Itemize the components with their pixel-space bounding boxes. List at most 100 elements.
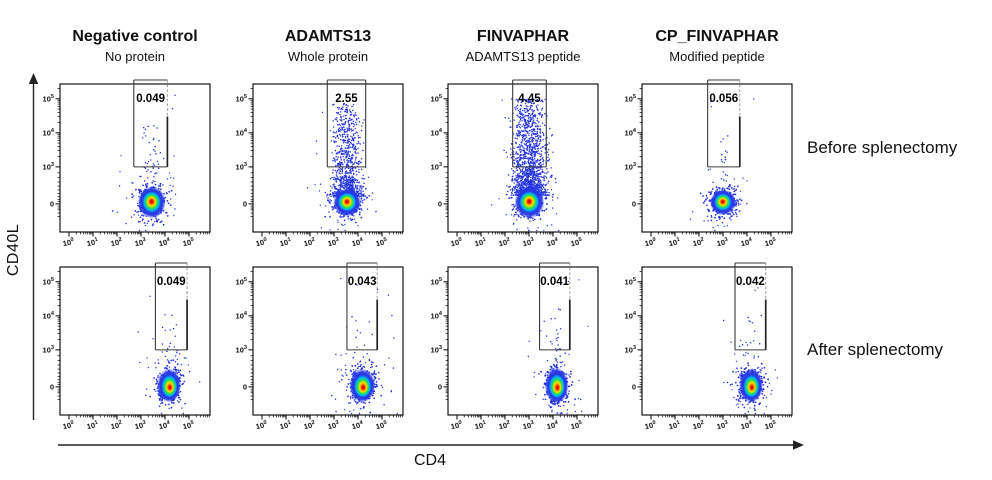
density-core (514, 186, 545, 219)
tick-label: 104 (431, 311, 443, 320)
gate-region (539, 262, 571, 351)
column-title: CP_FINVAPHAR (655, 28, 779, 45)
tick-label: 101 (279, 420, 292, 431)
flow-plot-r1-c0: 105 104 103 0 100 101 102 103 104 105 0.049 (43, 262, 211, 432)
tick-label: 101 (86, 420, 99, 431)
tick-label: 104 (740, 420, 754, 432)
column-subtitle: Whole protein (287, 49, 369, 64)
tick-label: 105 (375, 237, 388, 248)
y-axis-label: CD40L (5, 223, 22, 277)
tick-label: 102 (110, 237, 123, 248)
density-core (333, 188, 362, 217)
tick-label: 105 (625, 277, 636, 286)
gate-percentage: 0.049 (157, 276, 186, 288)
column-header-adamts13: ADAMTS13 Whole protein (230, 27, 426, 64)
plot-frame (252, 83, 404, 233)
tick-label: 102 (692, 237, 705, 248)
tick-label: 0 (50, 199, 54, 208)
flow-plot-r0-c0: 105 104 103 0 100 101 102 103 104 105 0.049 (43, 79, 211, 249)
tick-label: 104 (351, 237, 365, 249)
tick-label: 104 (625, 311, 637, 320)
tick-label: 103 (522, 237, 535, 248)
tick-label: 105 (375, 420, 388, 431)
tick-label: 104 (158, 420, 172, 432)
density-core (137, 186, 166, 219)
flow-plot-r1-c2: 105 104 103 0 100 101 102 103 104 105 0.041 (431, 262, 599, 431)
gate-percentage: 4.45 (518, 93, 541, 105)
tick-label: 101 (279, 237, 292, 248)
tick-label: 104 (431, 128, 443, 137)
tick-label: 104 (43, 128, 55, 137)
tick-label: 0 (632, 199, 636, 208)
gate-percentage: 2.55 (335, 93, 358, 105)
density-core (739, 368, 764, 403)
tick-label: 102 (110, 420, 123, 431)
plot-frame (252, 266, 404, 416)
tick-label: 100 (255, 237, 268, 248)
gate-region (326, 79, 367, 168)
tick-label: 105 (182, 237, 195, 248)
tick-label: 103 (327, 420, 340, 431)
tick-label: 105 (431, 277, 442, 286)
tick-label: 101 (668, 420, 681, 431)
tick-label: 103 (236, 345, 247, 354)
flow-plot-r0-c2: 105 104 103 0 100 101 102 103 104 105 4.45 (431, 79, 599, 249)
tick-label: 104 (351, 420, 365, 432)
tick-label: 102 (498, 237, 511, 248)
tick-label: 105 (764, 420, 777, 431)
tick-label: 101 (668, 237, 681, 248)
tick-label: 102 (498, 420, 511, 431)
tick-label: 0 (50, 382, 54, 391)
tick-label: 0 (243, 382, 247, 391)
tick-label: 105 (431, 94, 442, 103)
tick-label: 105 (236, 277, 247, 286)
gate-region (707, 79, 741, 168)
gate-region (734, 262, 767, 351)
tick-label: 103 (43, 345, 54, 354)
tick-label: 104 (236, 311, 248, 320)
tick-label: 101 (86, 237, 99, 248)
tick-label: 101 (474, 237, 487, 248)
tick-label: 103 (134, 420, 147, 431)
tick-label: 0 (438, 199, 442, 208)
plot-frame (447, 266, 599, 416)
gate-percentage: 0.043 (348, 276, 377, 288)
x-axis-label: CD4 (413, 452, 446, 469)
density-core (157, 368, 182, 403)
flow-plot-r1-c3: 105 104 103 0 100 101 102 103 104 105 0.042 (625, 262, 793, 432)
tick-label: 0 (438, 382, 442, 391)
tick-label: 101 (474, 420, 487, 431)
tick-label: 104 (158, 237, 172, 249)
column-title: FINVAPHAR (476, 28, 570, 45)
tick-label: 0 (243, 199, 247, 208)
tick-label: 105 (570, 237, 583, 248)
tick-label: 105 (625, 94, 636, 103)
tick-label: 100 (450, 237, 463, 248)
column-header-negative-control: Negative control No protein (37, 27, 233, 64)
tick-label: 100 (450, 420, 463, 431)
x-axis-arrow (58, 440, 804, 450)
gate-region (154, 262, 188, 351)
tick-label: 103 (716, 420, 729, 431)
density-core (710, 189, 736, 216)
tick-label: 103 (327, 237, 340, 248)
tick-label: 103 (43, 162, 54, 171)
gate-percentage: 0.041 (540, 276, 569, 288)
plot-frame (59, 266, 211, 416)
gate-percentage: 0.042 (736, 276, 765, 288)
tick-label: 103 (134, 237, 147, 248)
gate-region (512, 79, 547, 168)
tick-label: 105 (43, 277, 54, 286)
tick-label: 103 (236, 162, 247, 171)
tick-label: 105 (764, 237, 777, 248)
tick-label: 104 (740, 237, 754, 249)
tick-label: 104 (546, 237, 560, 249)
y-axis-arrow (28, 73, 39, 420)
column-subtitle: No protein (105, 49, 165, 64)
column-header-cp-finvaphar: CP_FINVAPHAR Modified peptide (619, 27, 815, 64)
tick-label: 102 (303, 420, 316, 431)
density-core (544, 367, 569, 404)
tick-label: 105 (570, 420, 583, 431)
flow-plot-r0-c3: 105 104 103 0 100 101 102 103 104 105 0.056 (625, 79, 793, 249)
